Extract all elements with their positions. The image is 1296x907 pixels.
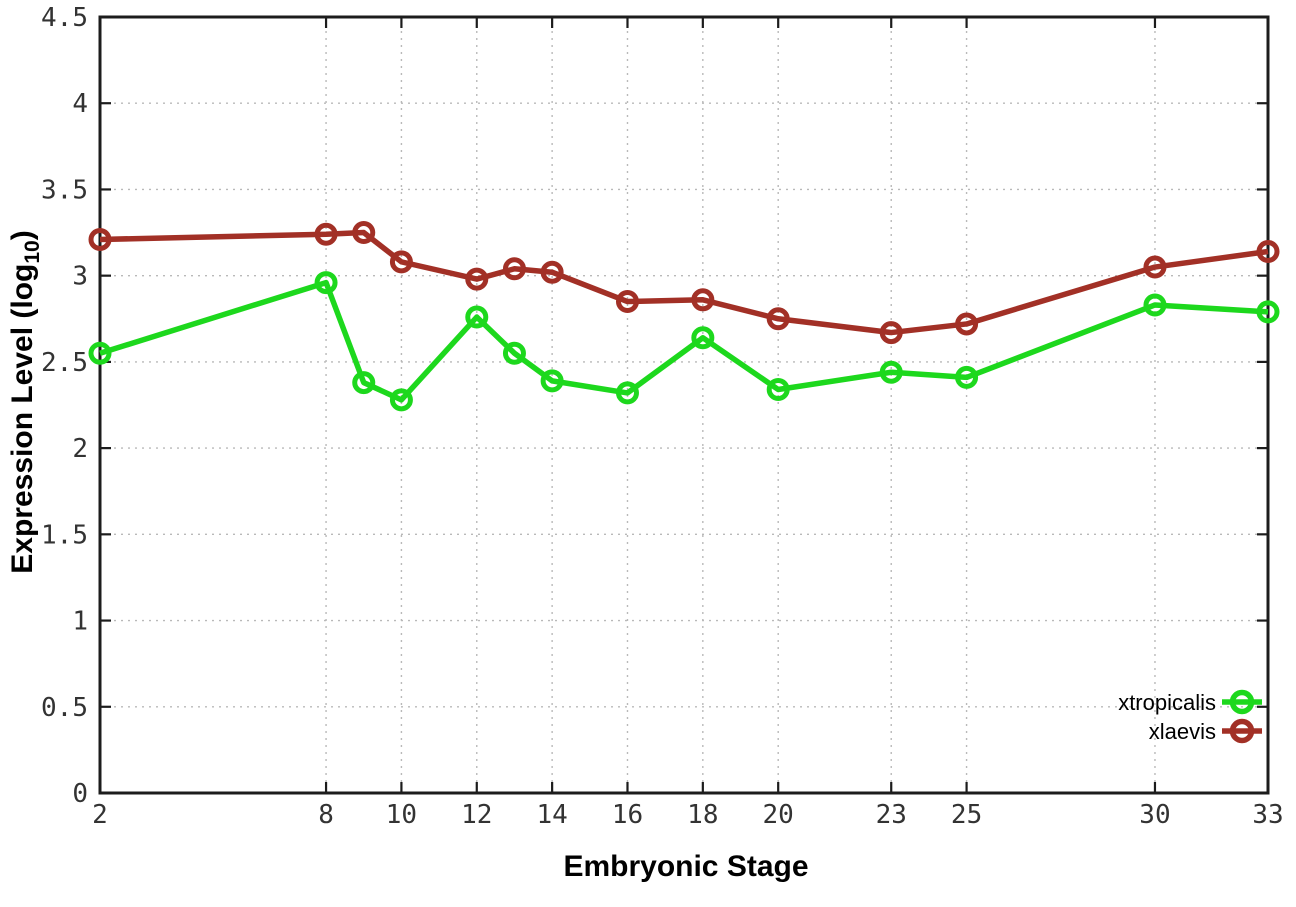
x-tick-label: 14 [536, 800, 567, 830]
data-point-xtropicalis [314, 271, 338, 295]
x-tick-label: 18 [687, 800, 718, 830]
y-tick-label: 3.5 [41, 175, 88, 205]
x-tick-label: 8 [318, 800, 334, 830]
x-axis-title: Embryonic Stage [563, 850, 808, 883]
series-line-xlaevis [99, 229, 1269, 336]
axis-ticks [98, 15, 1270, 795]
data-point-xlaevis [352, 221, 376, 245]
x-tick-label: 10 [386, 800, 417, 830]
y-tick-label: 2.5 [41, 348, 88, 378]
data-point-xlaevis [314, 222, 338, 246]
legend-marker-xlaevis [1229, 718, 1255, 744]
data-point-xtropicalis [691, 326, 715, 350]
data-point-xlaevis [502, 257, 526, 281]
data-point-xtropicalis [502, 341, 526, 365]
data-point-xtropicalis [766, 377, 790, 401]
data-point-xlaevis [615, 290, 639, 314]
data-point-xlaevis [389, 250, 413, 274]
data-point-xtropicalis [389, 388, 413, 412]
x-tick-label: 25 [951, 800, 982, 830]
x-tick-label: 16 [612, 800, 643, 830]
data-point-xlaevis [879, 321, 903, 345]
x-tick-label: 33 [1252, 800, 1283, 830]
data-point-xtropicalis [879, 360, 903, 384]
data-point-xtropicalis [1256, 300, 1280, 324]
legend-marker-xtropicalis [1229, 689, 1255, 715]
data-point-xtropicalis [352, 371, 376, 395]
data-point-xtropicalis [955, 365, 979, 389]
y-axis-title: Expression Level (log10) [6, 230, 44, 573]
legend: xtropicalis xlaevis [1118, 689, 1262, 744]
data-point-xtropicalis [465, 305, 489, 329]
data-point-xtropicalis [615, 381, 639, 405]
y-tick-label: 1.5 [41, 520, 88, 550]
x-tick-label: 12 [461, 800, 492, 830]
plot-border [98, 15, 1270, 795]
data-point-xlaevis [766, 307, 790, 331]
y-axis-title-close: ) [6, 230, 39, 240]
y-tick-label: 3 [72, 262, 88, 292]
data-point-xlaevis [1256, 240, 1280, 264]
data-point-xtropicalis [88, 341, 112, 365]
y-axis-title-text: Expression Level (log [6, 264, 39, 574]
y-tick-label: 0 [72, 779, 88, 809]
data-point-xlaevis [1143, 255, 1167, 279]
data-point-xtropicalis [1143, 293, 1167, 317]
x-tick-label: 30 [1139, 800, 1170, 830]
y-tick-label: 0.5 [41, 693, 88, 723]
data-point-xtropicalis [540, 369, 564, 393]
data-point-xlaevis [540, 260, 564, 284]
x-tick-label: 2 [92, 800, 108, 830]
gridlines [100, 17, 1268, 793]
x-tick-label: 20 [763, 800, 794, 830]
y-tick-label: 4.5 [41, 3, 88, 33]
y-tick-label: 2 [72, 434, 88, 464]
data-point-xlaevis [465, 267, 489, 291]
legend-label-xlaevis: xlaevis [1149, 719, 1216, 744]
data-point-xlaevis [88, 227, 112, 251]
x-tick-label: 23 [876, 800, 907, 830]
legend-label-xtropicalis: xtropicalis [1118, 690, 1216, 715]
y-tick-label: 1 [72, 607, 88, 637]
y-tick-label: 4 [72, 89, 88, 119]
y-axis-title-subscript: 10 [21, 240, 44, 263]
tick-labels: 2 8 10 12 14 16 18 20 23 25 30 33 0 0.5 1 1.5 2 2.5 3 3.5 4 4… [41, 3, 1284, 830]
data-point-xlaevis [691, 288, 715, 312]
data-series [88, 221, 1280, 412]
data-point-xlaevis [955, 312, 979, 336]
